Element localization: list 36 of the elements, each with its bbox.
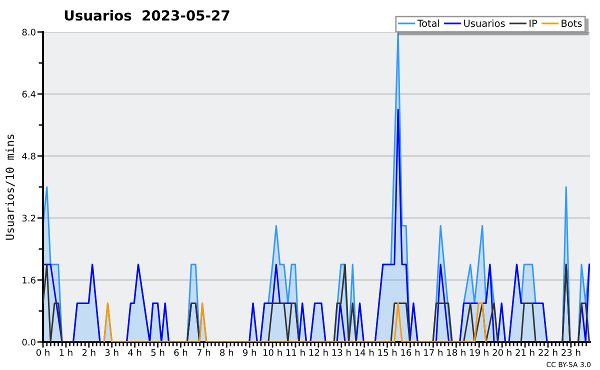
x-tick-label: 1 h: [60, 348, 72, 356]
x-tick-label: 5 h: [151, 348, 164, 356]
x-tick-label: 3 h: [105, 348, 118, 356]
x-tick-label: 21 h: [516, 348, 534, 356]
x-tick-label: 19 h: [470, 348, 488, 356]
legend-label: Usuarios: [464, 19, 505, 27]
y-axis-title: Usuarios/10 mins: [5, 134, 15, 240]
x-tick-label: 11 h: [286, 348, 305, 356]
x-tick-label: 7 h: [197, 348, 210, 356]
x-tick-label: 8 h: [220, 348, 234, 356]
x-tick-label: 18 h: [447, 348, 466, 356]
x-tick-label: 22 h: [538, 348, 558, 356]
x-tick-label: 2 h: [82, 348, 96, 356]
y-tick-label: 0.0: [22, 338, 36, 346]
x-tick-label: 13 h: [332, 348, 351, 356]
y-tick-label: 3.2: [22, 214, 36, 222]
legend-label: Bots: [562, 20, 582, 27]
x-tick-label: 10 h: [263, 348, 282, 356]
x-tick-label: 16 h: [401, 348, 420, 356]
x-tick-label: 4 h: [128, 348, 142, 356]
x-tick-label: 9 h: [242, 348, 256, 356]
x-tick-label: 23 h: [562, 348, 580, 356]
legend-label: Total: [417, 19, 440, 27]
y-tick-label: 8.0: [22, 28, 36, 36]
y-tick-label: 1.6: [22, 276, 36, 284]
x-tick-label: 0 h: [36, 348, 50, 356]
y-tick-label: 6.4: [22, 90, 36, 98]
chart-title: Usuarios 2023-05-27: [64, 10, 230, 21]
x-tick-label: 20 h: [492, 348, 512, 356]
x-tick-label: 17 h: [424, 348, 442, 356]
x-tick-label: 6 h: [174, 348, 188, 356]
legend-label: IP: [530, 20, 538, 27]
x-tick-label: 15 h: [378, 348, 397, 356]
x-tick-label: 14 h: [355, 348, 374, 356]
y-tick-label: 4.8: [22, 152, 36, 160]
x-tick-label: 12 h: [309, 348, 328, 356]
